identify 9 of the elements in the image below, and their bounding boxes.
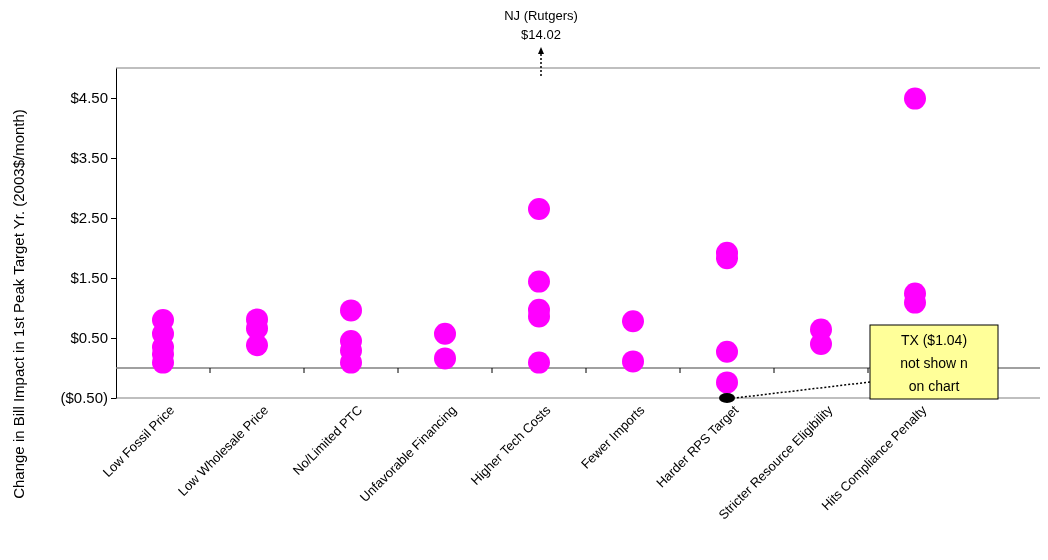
y-tick-label: $1.50: [70, 269, 108, 287]
y-tick-label: $2.50: [70, 209, 108, 227]
annotation: TX ($1.04) not show n on chart: [900, 332, 968, 394]
y-tick-label: $3.50: [70, 149, 108, 167]
y-tick-label: ($0.50): [60, 389, 108, 407]
y-axis-title: Change in Bill Impact in 1st Peak Target Yr. (2003$/month): [10, 109, 27, 499]
y-tick-label: $4.50: [70, 89, 108, 107]
y-tick-label: $0.50: [70, 329, 108, 347]
text: NJ (Rutgers) $14.02: [504, 8, 578, 42]
